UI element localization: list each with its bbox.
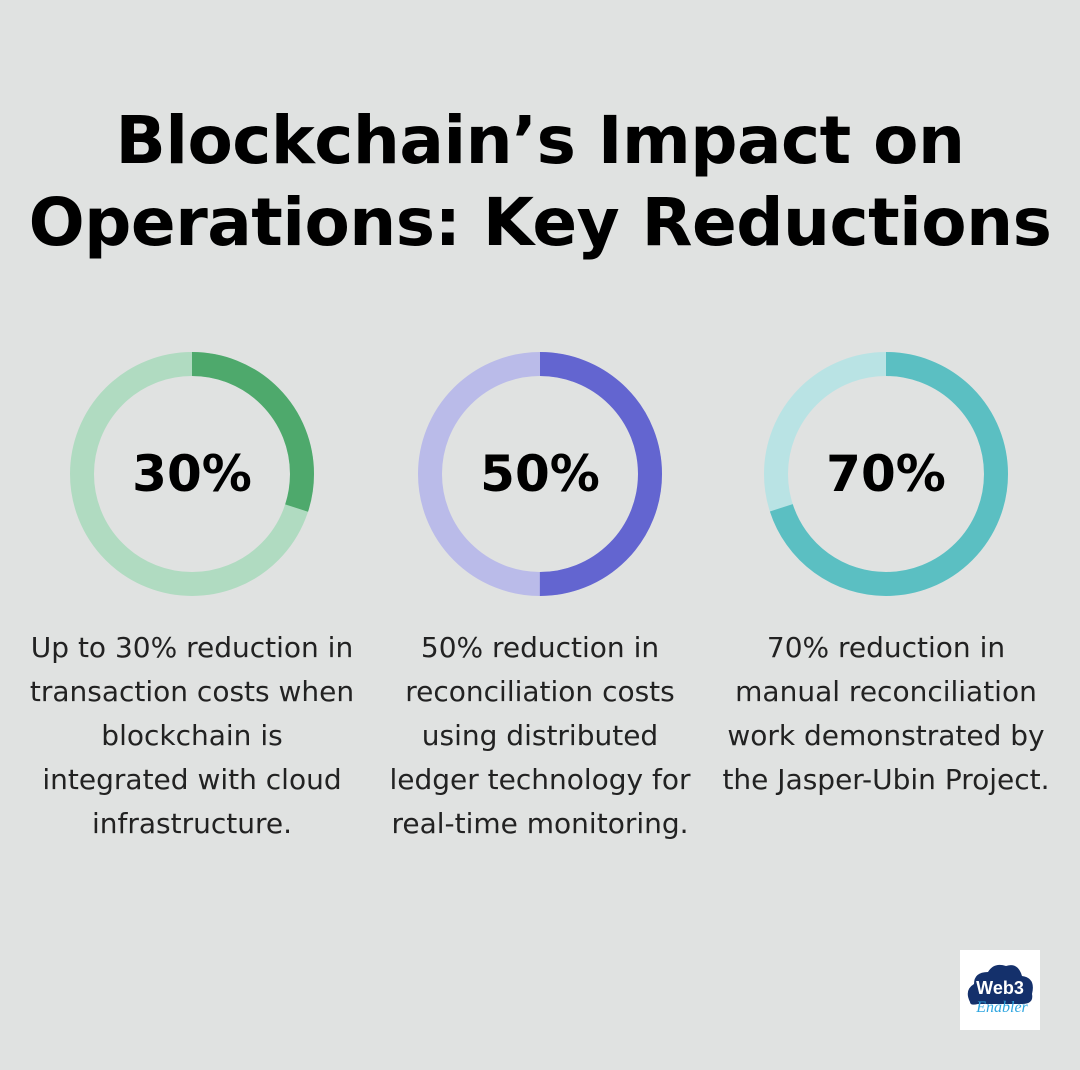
donut-percent-label: 50%	[480, 445, 600, 503]
donut-chart: 70%	[764, 352, 1008, 596]
donut-description: Up to 30% reduction in transaction costs…	[29, 631, 355, 840]
donut-chart: 30%	[70, 352, 314, 596]
donut-chart: 50%	[418, 352, 662, 596]
donut-value-arc	[764, 352, 1008, 596]
donut-description: 70% reduction in manual reconciliation w…	[722, 631, 1050, 796]
page-title: Blockchain’s Impact on Operations: Key R…	[28, 102, 1052, 261]
donut-value-arc	[70, 352, 314, 596]
svg-text:Enabler: Enabler	[975, 999, 1028, 1016]
svg-text:Web3: Web3	[976, 978, 1024, 998]
donut-value-arc	[418, 352, 662, 596]
web3-enabler-logo: Web3 Enabler	[960, 950, 1040, 1030]
donut-percent-label: 70%	[826, 445, 946, 503]
donut-percent-label: 30%	[132, 445, 252, 503]
donut-description: 50% reduction in reconciliation costs us…	[389, 631, 691, 840]
